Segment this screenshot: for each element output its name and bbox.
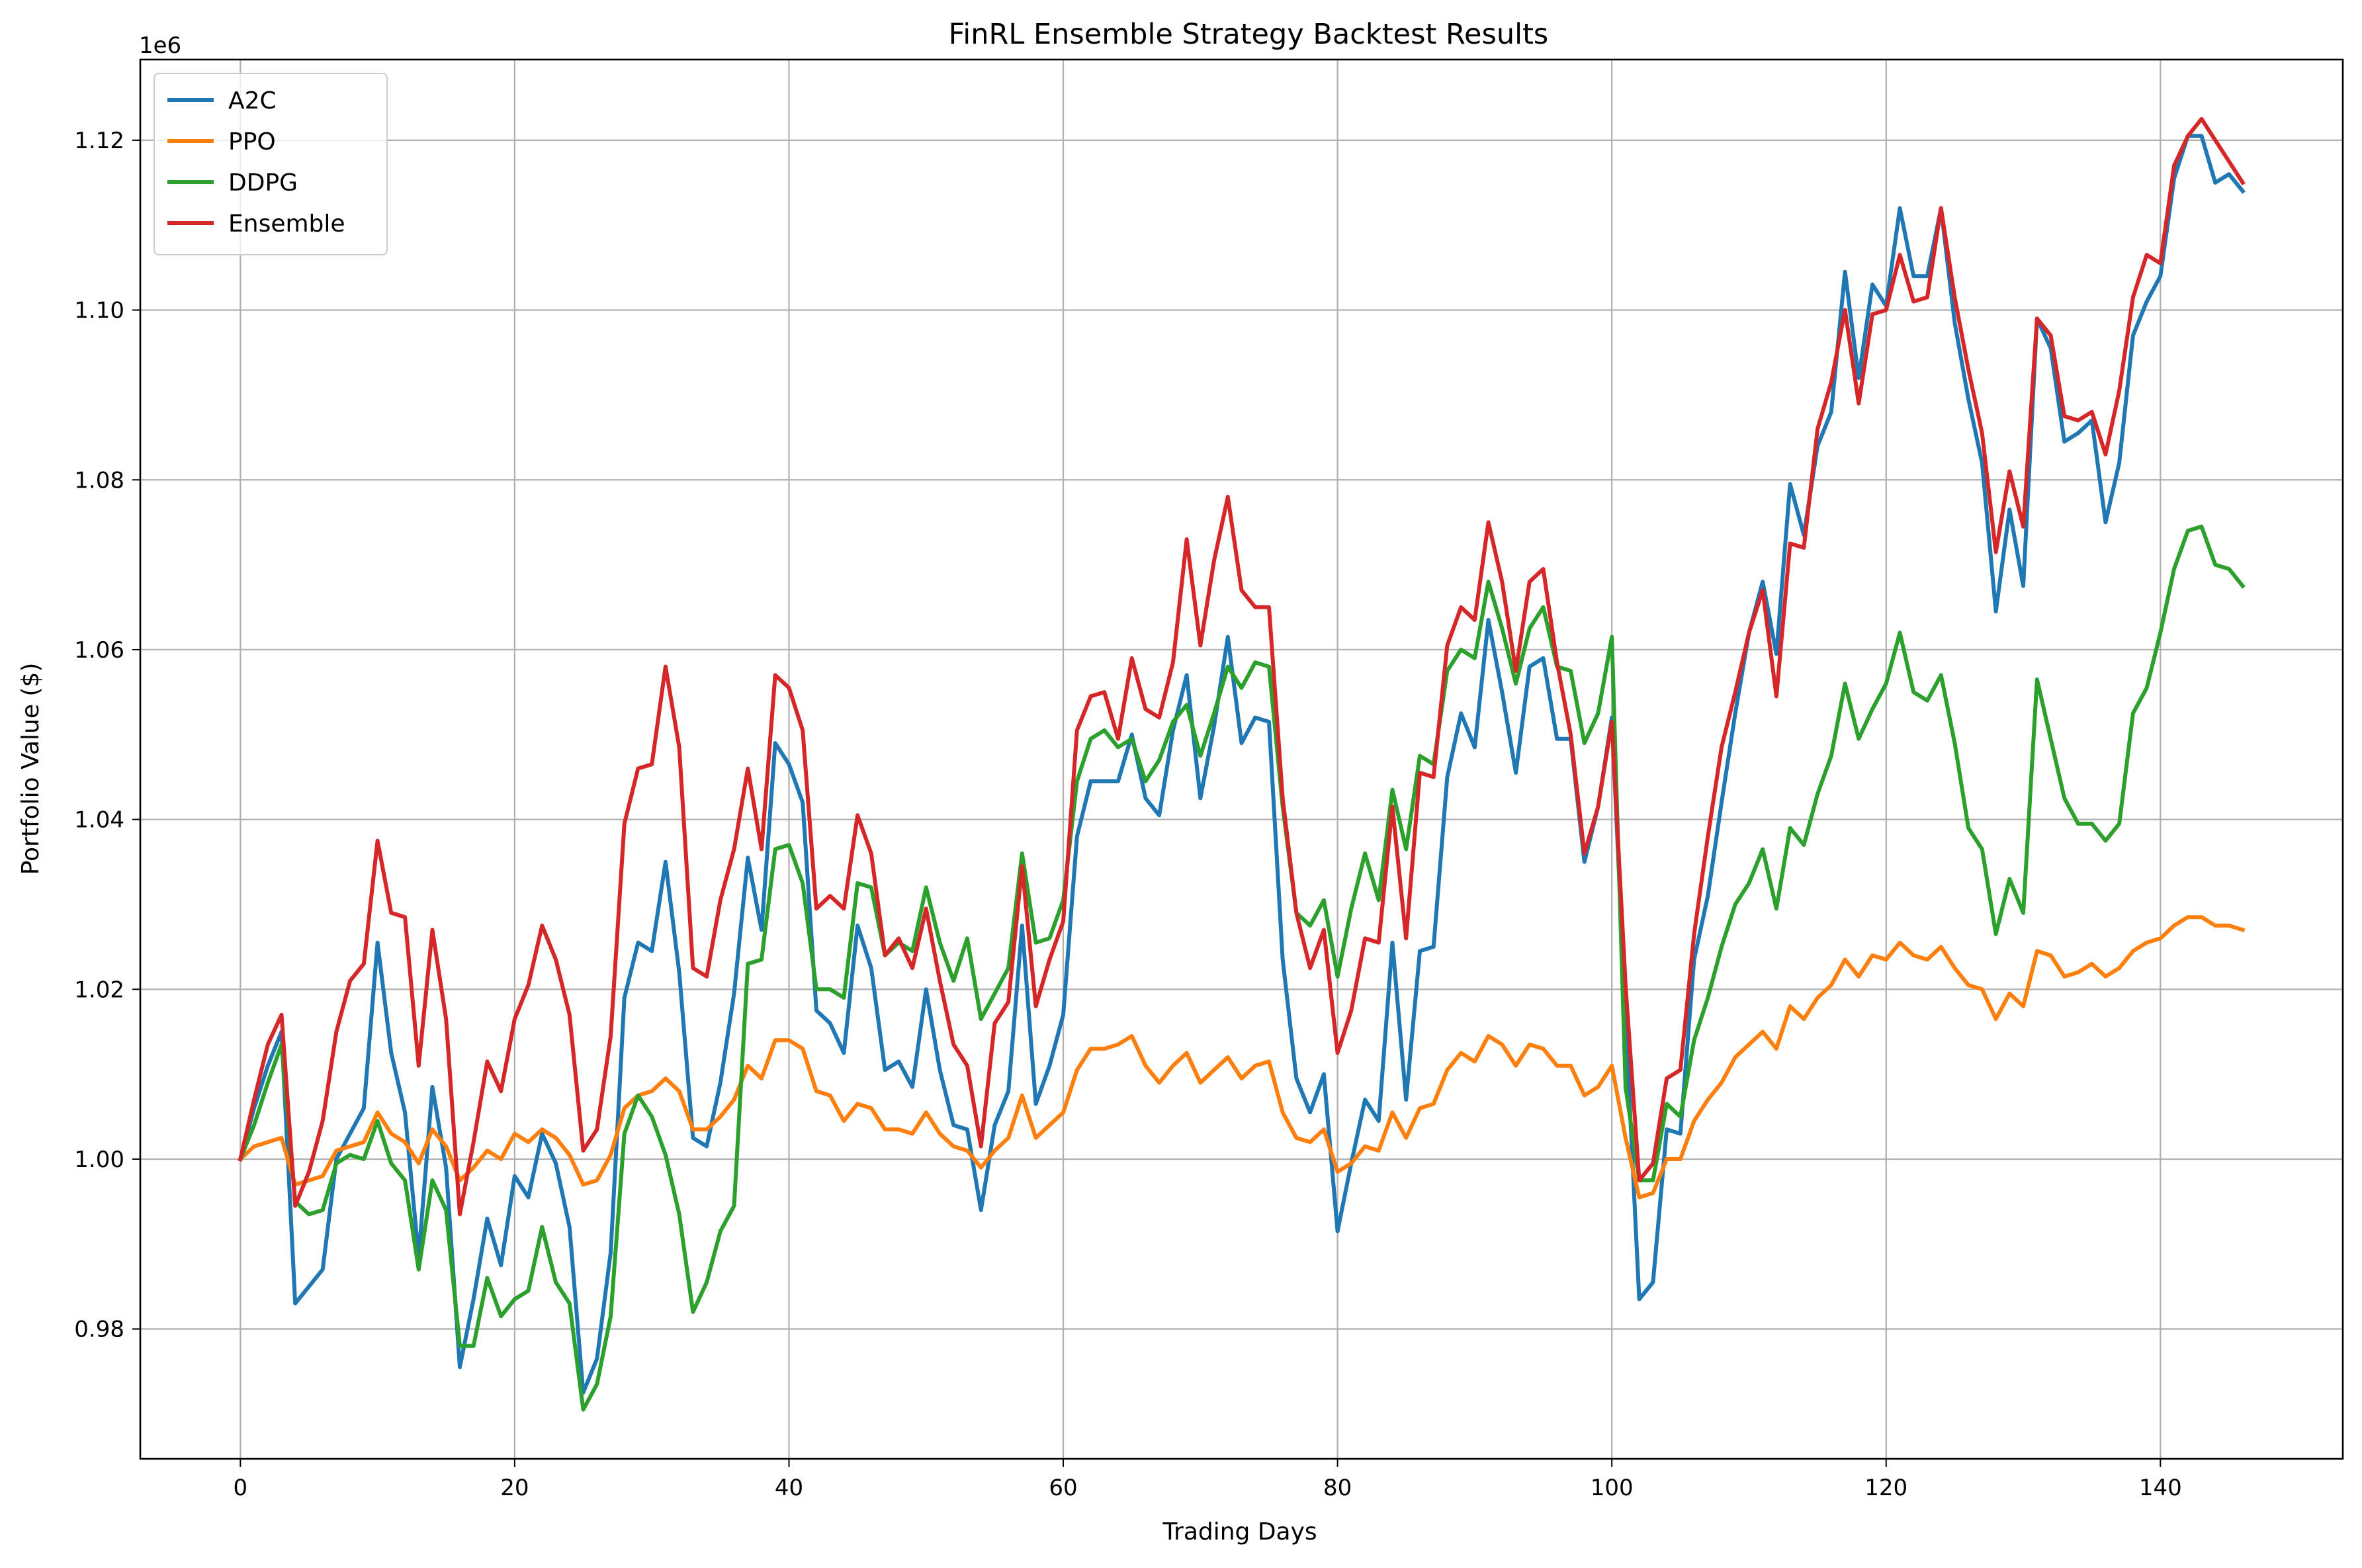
x-tick-label: 0 <box>233 1475 247 1501</box>
series-line-ddpg <box>238 524 2246 1412</box>
y-tick-label: 1.12 <box>74 128 124 154</box>
y-tick-label: 0.98 <box>74 1317 124 1343</box>
legend-label-ppo: PPO <box>228 128 276 155</box>
series-line-ppo <box>238 915 2246 1199</box>
x-tick-label: 140 <box>2139 1475 2182 1501</box>
x-tick-label: 60 <box>1049 1475 1077 1501</box>
y-tick-label: 1.08 <box>74 467 124 494</box>
series-line-ensemble <box>238 116 2246 1217</box>
x-tick-label: 120 <box>1864 1475 1907 1501</box>
axes-frame <box>139 58 2344 1460</box>
series-line-a2c <box>238 134 2246 1395</box>
tick-layer: 0 20 40 60 80 100 120 140 0.98 1.00 1.02 1.04 1.06 1.… <box>74 128 2181 1501</box>
x-axis-label: Trading Days <box>1162 1518 1317 1546</box>
legend-box <box>153 73 388 255</box>
y-axis-label: Portfolio Value ($) <box>17 663 44 875</box>
legend-label-ddpg: DDPG <box>228 169 298 196</box>
y-tick-label: 1.02 <box>74 977 124 1003</box>
x-tick-label: 100 <box>1591 1475 1634 1501</box>
x-tick-label: 40 <box>775 1475 803 1501</box>
y-tick-label: 1.06 <box>74 637 124 664</box>
legend-label-ensemble: Ensemble <box>228 210 345 238</box>
y-tick-label: 1.10 <box>74 298 124 324</box>
y-axis-offset-label: 1e6 <box>139 32 181 59</box>
y-tick-label: 1.04 <box>74 807 124 834</box>
y-tick-label: 1.00 <box>74 1147 124 1173</box>
legend-label-a2c: A2C <box>228 87 277 114</box>
series-layer <box>238 116 2246 1412</box>
x-tick-label: 80 <box>1323 1475 1352 1501</box>
chart-title: FinRL Ensemble Strategy Backtest Results <box>949 18 1549 51</box>
legend: A2C PPO DDPG Ensemble <box>153 73 388 255</box>
x-tick-label: 20 <box>500 1475 529 1501</box>
